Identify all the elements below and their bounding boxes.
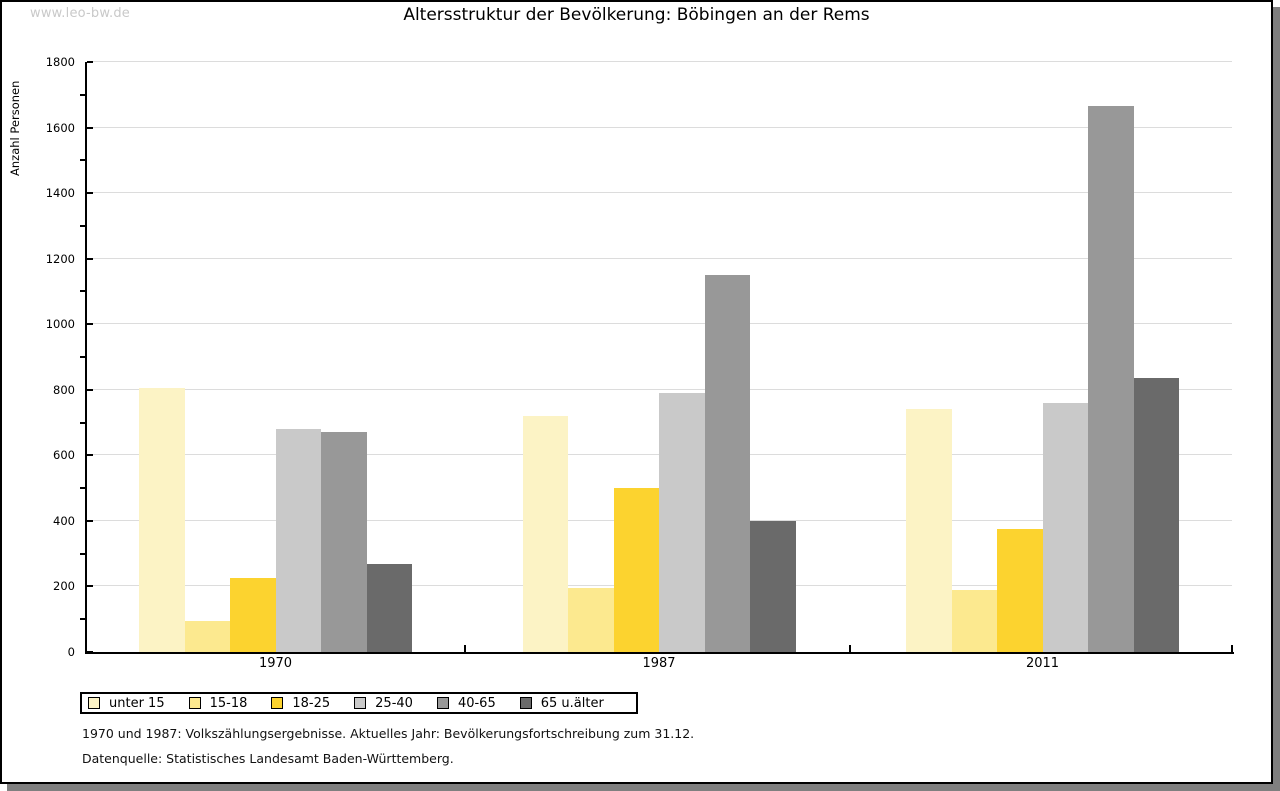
y-tick-label-0: 0 [67, 645, 75, 659]
x-axis-line [85, 652, 1234, 654]
y-tick-0 [87, 651, 93, 653]
y-tick-label-600: 600 [53, 448, 75, 463]
y-tick-800 [87, 388, 93, 391]
x-category-label-1987: 1987 [642, 656, 676, 671]
gridline-1600 [87, 126, 1232, 128]
y-tick-600 [87, 454, 93, 457]
y-tick-minor-700 [80, 421, 85, 424]
legend-item-65-u-lter: 65 u.älter [519, 695, 604, 711]
y-tick-1400 [87, 192, 93, 195]
legend-label: 15-18 [209, 695, 248, 711]
x-axis-end-tick [1231, 645, 1233, 652]
bar-15-18-2011 [951, 589, 997, 652]
bar-40-65-2011 [1088, 106, 1134, 652]
y-tick-minor-900 [80, 356, 85, 358]
legend-label: 18-25 [292, 695, 331, 711]
y-tick-label-1800: 1800 [45, 55, 75, 69]
legend-swatch [271, 697, 284, 709]
bar-65-u-lter-2011 [1133, 378, 1179, 652]
legend-item-unter-15: unter 15 [88, 696, 165, 711]
legend-swatch [354, 697, 367, 709]
footnote-data-source: Datenquelle: Statistisches Landesamt Bad… [82, 751, 454, 766]
x-category-label-2011: 2011 [1025, 656, 1060, 671]
legend-label: 40-65 [457, 695, 496, 711]
y-tick-label-1600: 1600 [45, 120, 75, 135]
watermark-leo-bw: www.leo-bw.de [30, 6, 131, 21]
legend-item-15-18: 15-18 [188, 695, 248, 711]
y-tick-minor-1700 [80, 93, 85, 96]
y-tick-label-1200: 1200 [45, 251, 75, 266]
y-tick-minor-1300 [80, 224, 85, 227]
bar-unter-15-2011 [906, 409, 952, 652]
x-group-separator-tick [849, 645, 851, 652]
legend-swatch [436, 697, 449, 709]
legend-swatch [519, 697, 532, 709]
x-group-separator-tick [464, 645, 466, 652]
bar-18-25-1970 [230, 578, 276, 652]
y-tick-label-1400: 1400 [45, 186, 75, 201]
gridline-1200 [87, 257, 1232, 259]
y-tick-minor-300 [80, 552, 85, 555]
bar-65-u-lter-1970 [366, 563, 412, 652]
y-tick-minor-1100 [80, 290, 85, 293]
y-tick-1800 [87, 61, 93, 63]
y-tick-label-1000: 1000 [45, 317, 75, 332]
legend-label: 65 u.älter [540, 695, 604, 711]
gridline-800 [87, 388, 1232, 390]
y-tick-minor-500 [80, 487, 85, 490]
legend-label: 25-40 [375, 695, 413, 711]
gridline-1800 [87, 61, 1232, 62]
legend-swatch [88, 697, 100, 709]
legend-swatch [188, 697, 201, 709]
bar-25-40-2011 [1042, 402, 1088, 652]
legend-label: unter 15 [109, 695, 165, 711]
y-axis-title: Anzahl Personen [8, 80, 22, 176]
y-axis-line [85, 62, 87, 654]
bar-unter-15-1987 [522, 416, 568, 652]
y-tick-200 [87, 585, 93, 588]
gridline-1000 [87, 323, 1232, 325]
legend-item-18-25: 18-25 [271, 696, 330, 711]
bar-65-u-lter-1987 [750, 520, 796, 652]
bar-18-25-1987 [613, 488, 659, 652]
x-category-label-1970: 1970 [258, 656, 293, 671]
y-tick-minor-100 [80, 618, 85, 621]
y-tick-label-400: 400 [53, 513, 75, 528]
bar-40-65-1970 [321, 432, 367, 652]
y-tick-400 [87, 519, 93, 522]
bar-25-40-1987 [659, 393, 705, 652]
bar-40-65-1987 [704, 275, 750, 652]
y-tick-1600 [87, 126, 93, 129]
bar-25-40-1970 [275, 429, 321, 652]
legend: unter 15 15-18 18-25 25-40 40-65 65 u.älter [80, 692, 638, 714]
legend-item-40-65: 40-65 [436, 695, 496, 711]
bar-unter-15-1970 [139, 388, 185, 652]
y-tick-label-200: 200 [53, 579, 75, 594]
bar-15-18-1987 [568, 588, 614, 652]
gridline-1400 [87, 192, 1232, 194]
y-tick-label-800: 800 [53, 382, 75, 397]
bar-15-18-1970 [184, 620, 230, 652]
y-tick-minor-1500 [80, 159, 85, 162]
y-tick-1200 [87, 257, 93, 260]
y-tick-1000 [87, 323, 93, 326]
legend-item-25-40: 25-40 [354, 696, 413, 711]
footnote-source-note: 1970 und 1987: Volkszählungsergebnisse. … [82, 726, 695, 741]
plot-area: 0 200 400 600 800 1000 1200 1400 1600 1800 1970 19… [46, 55, 1234, 671]
bar-18-25-2011 [997, 529, 1043, 652]
chart-title: Altersstruktur der Bevölkerung: Böbingen… [403, 5, 870, 25]
